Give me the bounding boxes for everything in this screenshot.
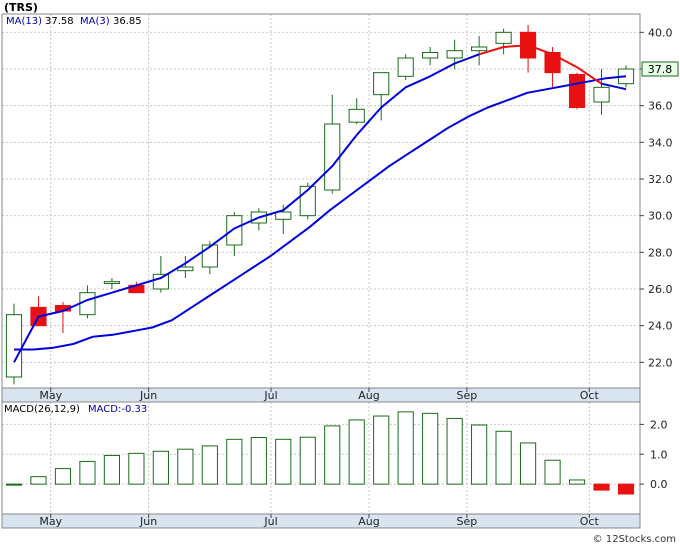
- candle-up: [397, 57, 414, 77]
- macd-legend-label: MACD(26,12,9): [4, 404, 80, 415]
- macd-bar: [177, 448, 194, 485]
- candle-up: [5, 314, 23, 378]
- macd-y-axis: 0.0 1.0 2.0: [640, 418, 668, 491]
- chart-title: (TRS): [4, 1, 38, 14]
- price-x-tick-label: Oct: [580, 389, 600, 402]
- price-y-tick-label: 26.0: [648, 283, 673, 296]
- macd-histogram: [5, 411, 635, 495]
- price-x-tick-label: Aug: [358, 389, 379, 402]
- macd-bar: [373, 415, 390, 485]
- ma3-line-latest: [601, 82, 627, 91]
- candle-up: [275, 211, 292, 220]
- macd-y-tick-label: 0.0: [650, 478, 668, 491]
- macd-y-tick-label: 2.0: [650, 418, 668, 431]
- macd-grid: [2, 402, 640, 514]
- price-y-tick-label: 32.0: [648, 173, 673, 186]
- macd-bar: [495, 430, 512, 485]
- candle-up: [152, 273, 169, 290]
- macd-bar: [201, 445, 218, 485]
- price-y-tick-label: 36.0: [648, 100, 673, 113]
- price-y-tick-label: 28.0: [648, 246, 673, 259]
- candle-up: [495, 31, 512, 44]
- ma3-legend-value: 36.85: [113, 16, 142, 27]
- price-x-tick-label: Jul: [263, 389, 277, 402]
- ma3-legend-label: MA(3): [80, 16, 110, 27]
- macd-bar: [422, 412, 439, 485]
- macd-bar: [593, 483, 610, 491]
- candle-up: [373, 72, 390, 96]
- candle-up: [103, 281, 121, 284]
- macd-bar: [128, 452, 145, 485]
- candle-down: [568, 74, 586, 108]
- macd-x-tick-label: Oct: [580, 515, 600, 528]
- macd-bar: [275, 438, 292, 485]
- macd-bar: [5, 483, 23, 486]
- macd-bar: [250, 437, 267, 485]
- macd-bar: [397, 411, 414, 485]
- macd-x-axis: May Jun Jul Aug Sep Oct: [39, 514, 599, 528]
- price-x-tick-label: May: [39, 389, 62, 402]
- macd-bar: [152, 450, 169, 485]
- ma13-line: [14, 75, 627, 351]
- macd-x-tick-label: Sep: [457, 515, 478, 528]
- macd-bar: [471, 424, 488, 485]
- watermark: © 12Stocks.com: [593, 534, 676, 545]
- price-y-tick-label: 34.0: [648, 136, 673, 149]
- candle-up: [471, 46, 488, 52]
- macd-bar: [226, 438, 243, 485]
- price-x-tick-label: Jun: [139, 389, 157, 402]
- macd-legend-value: MACD:-0.33: [88, 404, 147, 415]
- macd-bar: [519, 442, 537, 485]
- macd-x-tick-label: May: [39, 515, 62, 528]
- price-x-axis: May Jun Jul Aug Sep Oct: [39, 388, 599, 402]
- macd-bar: [299, 436, 316, 485]
- price-y-axis: 22.024.026.028.030.032.034.036.038.040.0: [640, 26, 673, 369]
- macd-bar: [568, 479, 586, 485]
- ma3-line: [13, 53, 480, 363]
- ma13-legend-value: 37.58: [45, 16, 74, 27]
- macd-bar: [103, 454, 121, 485]
- price-y-tick-label: 24.0: [648, 320, 673, 333]
- macd-x-tick-label: Aug: [358, 515, 379, 528]
- moving-average-lines: [13, 44, 627, 363]
- ma13-legend-label: MA(13): [6, 16, 42, 27]
- macd-x-tick-label: Jun: [139, 515, 157, 528]
- candle-up: [348, 108, 365, 123]
- macd-bar: [446, 417, 463, 485]
- candle-up: [79, 292, 96, 316]
- candle-up: [226, 215, 243, 246]
- price-x-tick-label: Sep: [457, 389, 478, 402]
- price-y-tick-label: 22.0: [648, 356, 673, 369]
- macd-bar: [79, 460, 96, 485]
- macd-bar: [348, 419, 365, 485]
- macd-bar: [30, 476, 47, 485]
- candle-up: [593, 86, 610, 103]
- candle-up: [201, 244, 218, 268]
- macd-y-tick-label: 1.0: [650, 448, 668, 461]
- candle-up: [446, 50, 463, 59]
- price-xaxis-band: [1, 387, 641, 403]
- macd-xaxis-band: [1, 513, 641, 529]
- candle-down: [544, 52, 561, 74]
- macd-bar: [544, 459, 561, 485]
- price-y-tick-label: 30.0: [648, 210, 673, 223]
- last-price-badge: [641, 61, 679, 77]
- price-y-tick-label: 40.0: [648, 26, 673, 39]
- macd-bar: [324, 425, 341, 485]
- candlestick-series: [5, 25, 635, 385]
- candle-up: [422, 52, 439, 59]
- last-price-value: 37.8: [648, 63, 673, 76]
- macd-bar: [54, 468, 72, 485]
- candle-up: [324, 123, 341, 191]
- macd-bar: [617, 483, 635, 495]
- macd-x-tick-label: Jul: [263, 515, 277, 528]
- ma3-line-recent: [478, 44, 603, 85]
